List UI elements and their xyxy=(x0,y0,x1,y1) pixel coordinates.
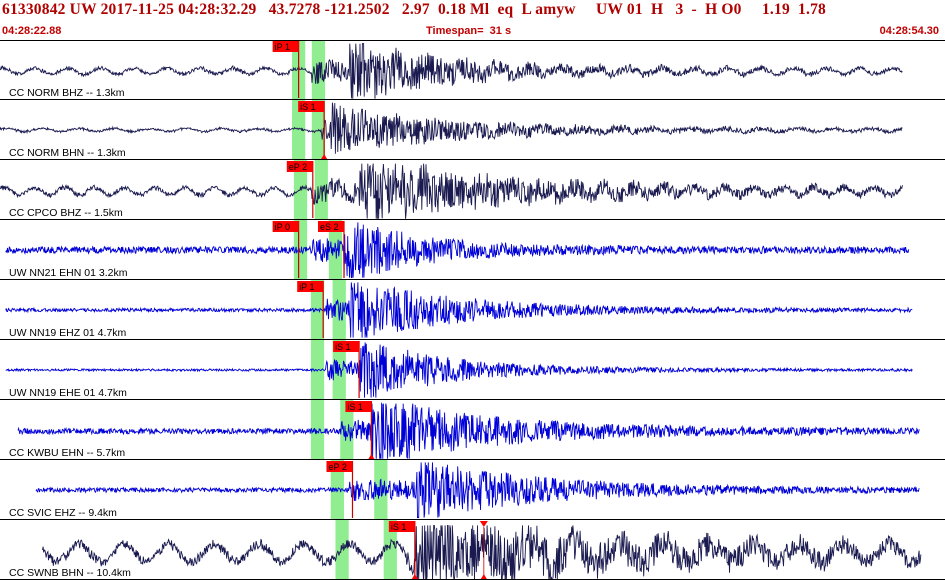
trace-panel[interactable]: iP 1 UW NN19 EHZ 01 4.7km xyxy=(0,280,945,340)
phase-pick[interactable]: eS 2 xyxy=(317,221,345,278)
start-time: 04:28:22.88 xyxy=(2,25,62,37)
waveform-trace xyxy=(0,163,903,219)
waveform-trace xyxy=(17,402,920,460)
waveform-trace xyxy=(5,282,913,338)
pick-flag xyxy=(388,521,415,532)
pick-window xyxy=(335,520,349,580)
event-title: 61330842 UW 2017-11-25 04:28:32.29 43.72… xyxy=(2,1,826,18)
phase-pick[interactable]: iP 1 xyxy=(297,281,324,338)
pick-window xyxy=(332,340,346,400)
pick-marker-icon xyxy=(411,574,418,579)
waveform-trace xyxy=(5,342,913,398)
station-label: CC NORM BHN -- 1.3km xyxy=(9,147,126,159)
trace-panel[interactable]: iS 1 CC KWBU EHN -- 5.7km xyxy=(0,400,945,460)
timespan-label: Timespan= 31 s xyxy=(426,25,512,37)
top-marker-icon xyxy=(479,521,488,527)
end-time: 04:28:54.30 xyxy=(879,25,939,37)
station-label: CC NORM BHZ -- 1.3km xyxy=(9,87,125,99)
station-label: CC SWNB BHN -- 10.4km xyxy=(9,567,131,579)
pick-window xyxy=(293,220,308,280)
bottom-marker-icon xyxy=(480,574,487,579)
station-label: UW NN19 EHE 01 4.7km xyxy=(9,387,127,399)
phase-pick[interactable]: iP 0 xyxy=(272,221,300,278)
station-label: UW NN19 EHZ 01 4.7km xyxy=(9,327,127,339)
pick-window xyxy=(330,460,344,520)
pick-window xyxy=(310,400,325,460)
phase-pick[interactable]: iP 1 xyxy=(272,41,300,98)
waveform-trace xyxy=(35,462,920,519)
pick-label: iS 1 xyxy=(300,102,316,112)
station-label: UW NN21 EHN 01 3.2km xyxy=(9,267,128,279)
pick-flag xyxy=(286,161,313,172)
pick-flag xyxy=(326,461,353,472)
event-header: 61330842 UW 2017-11-25 04:28:32.29 43.72… xyxy=(0,0,945,40)
trace-panel[interactable]: eP 2 CC SVIC EHZ -- 9.4km xyxy=(0,460,945,520)
station-label: CC SVIC EHZ -- 9.4km xyxy=(9,507,117,519)
pick-window xyxy=(332,280,346,340)
seismogram-panel[interactable]: iP 1 CC NORM BHZ -- 1.3km iS 1 CC NORM BHN … xyxy=(0,40,945,580)
pick-flag xyxy=(272,41,299,52)
pick-flag xyxy=(272,221,299,232)
trace-panel[interactable]: iS 1 CC NORM BHN -- 1.3km xyxy=(0,100,945,160)
pick-label: iP 1 xyxy=(299,282,314,292)
pick-flag xyxy=(317,221,344,232)
pick-label: iS 1 xyxy=(391,522,407,532)
pick-label: eS 2 xyxy=(320,222,339,232)
pick-window xyxy=(293,160,308,220)
waveform-trace xyxy=(42,524,922,580)
phase-pick[interactable]: iS 1 xyxy=(298,101,328,159)
pick-label: iS 1 xyxy=(347,402,363,412)
pick-label: iS 1 xyxy=(335,342,351,352)
pick-label: eP 2 xyxy=(328,462,346,472)
phase-pick[interactable]: eP 2 xyxy=(286,161,314,218)
pick-window xyxy=(340,400,354,460)
pick-flag xyxy=(297,281,324,292)
waveform-trace xyxy=(5,222,910,279)
trace-panel[interactable]: iP 0 eS 2 UW NN21 EHN 01 3.2km xyxy=(0,220,945,280)
trace-panel[interactable]: iS 1 UW NN19 EHE 01 4.7km xyxy=(0,340,945,400)
station-label: CC KWBU EHN -- 5.7km xyxy=(9,447,125,459)
pick-flag xyxy=(345,401,372,412)
phase-pick[interactable]: iS 1 xyxy=(333,341,360,398)
phase-pick[interactable]: iS 1 xyxy=(388,521,488,579)
pick-marker-icon xyxy=(368,454,375,459)
phase-pick[interactable]: eP 2 xyxy=(326,461,354,518)
pick-flag xyxy=(333,341,360,352)
pick-label: iP 1 xyxy=(275,42,290,52)
pick-window xyxy=(292,100,306,160)
waveform-trace xyxy=(0,43,903,99)
pick-label: iP 0 xyxy=(275,222,290,232)
station-label: CC CPCO BHZ -- 1.5km xyxy=(9,207,123,219)
waveform-trace xyxy=(0,102,903,154)
pick-label: eP 2 xyxy=(289,162,307,172)
phase-pick[interactable]: iS 1 xyxy=(345,401,375,459)
trace-panel[interactable]: iP 1 CC NORM BHZ -- 1.3km xyxy=(0,40,945,100)
pick-marker-icon xyxy=(321,154,328,159)
pick-flag xyxy=(298,101,325,112)
trace-panel[interactable]: eP 2 CC CPCO BHZ -- 1.5km xyxy=(0,160,945,220)
pick-window xyxy=(383,520,397,580)
